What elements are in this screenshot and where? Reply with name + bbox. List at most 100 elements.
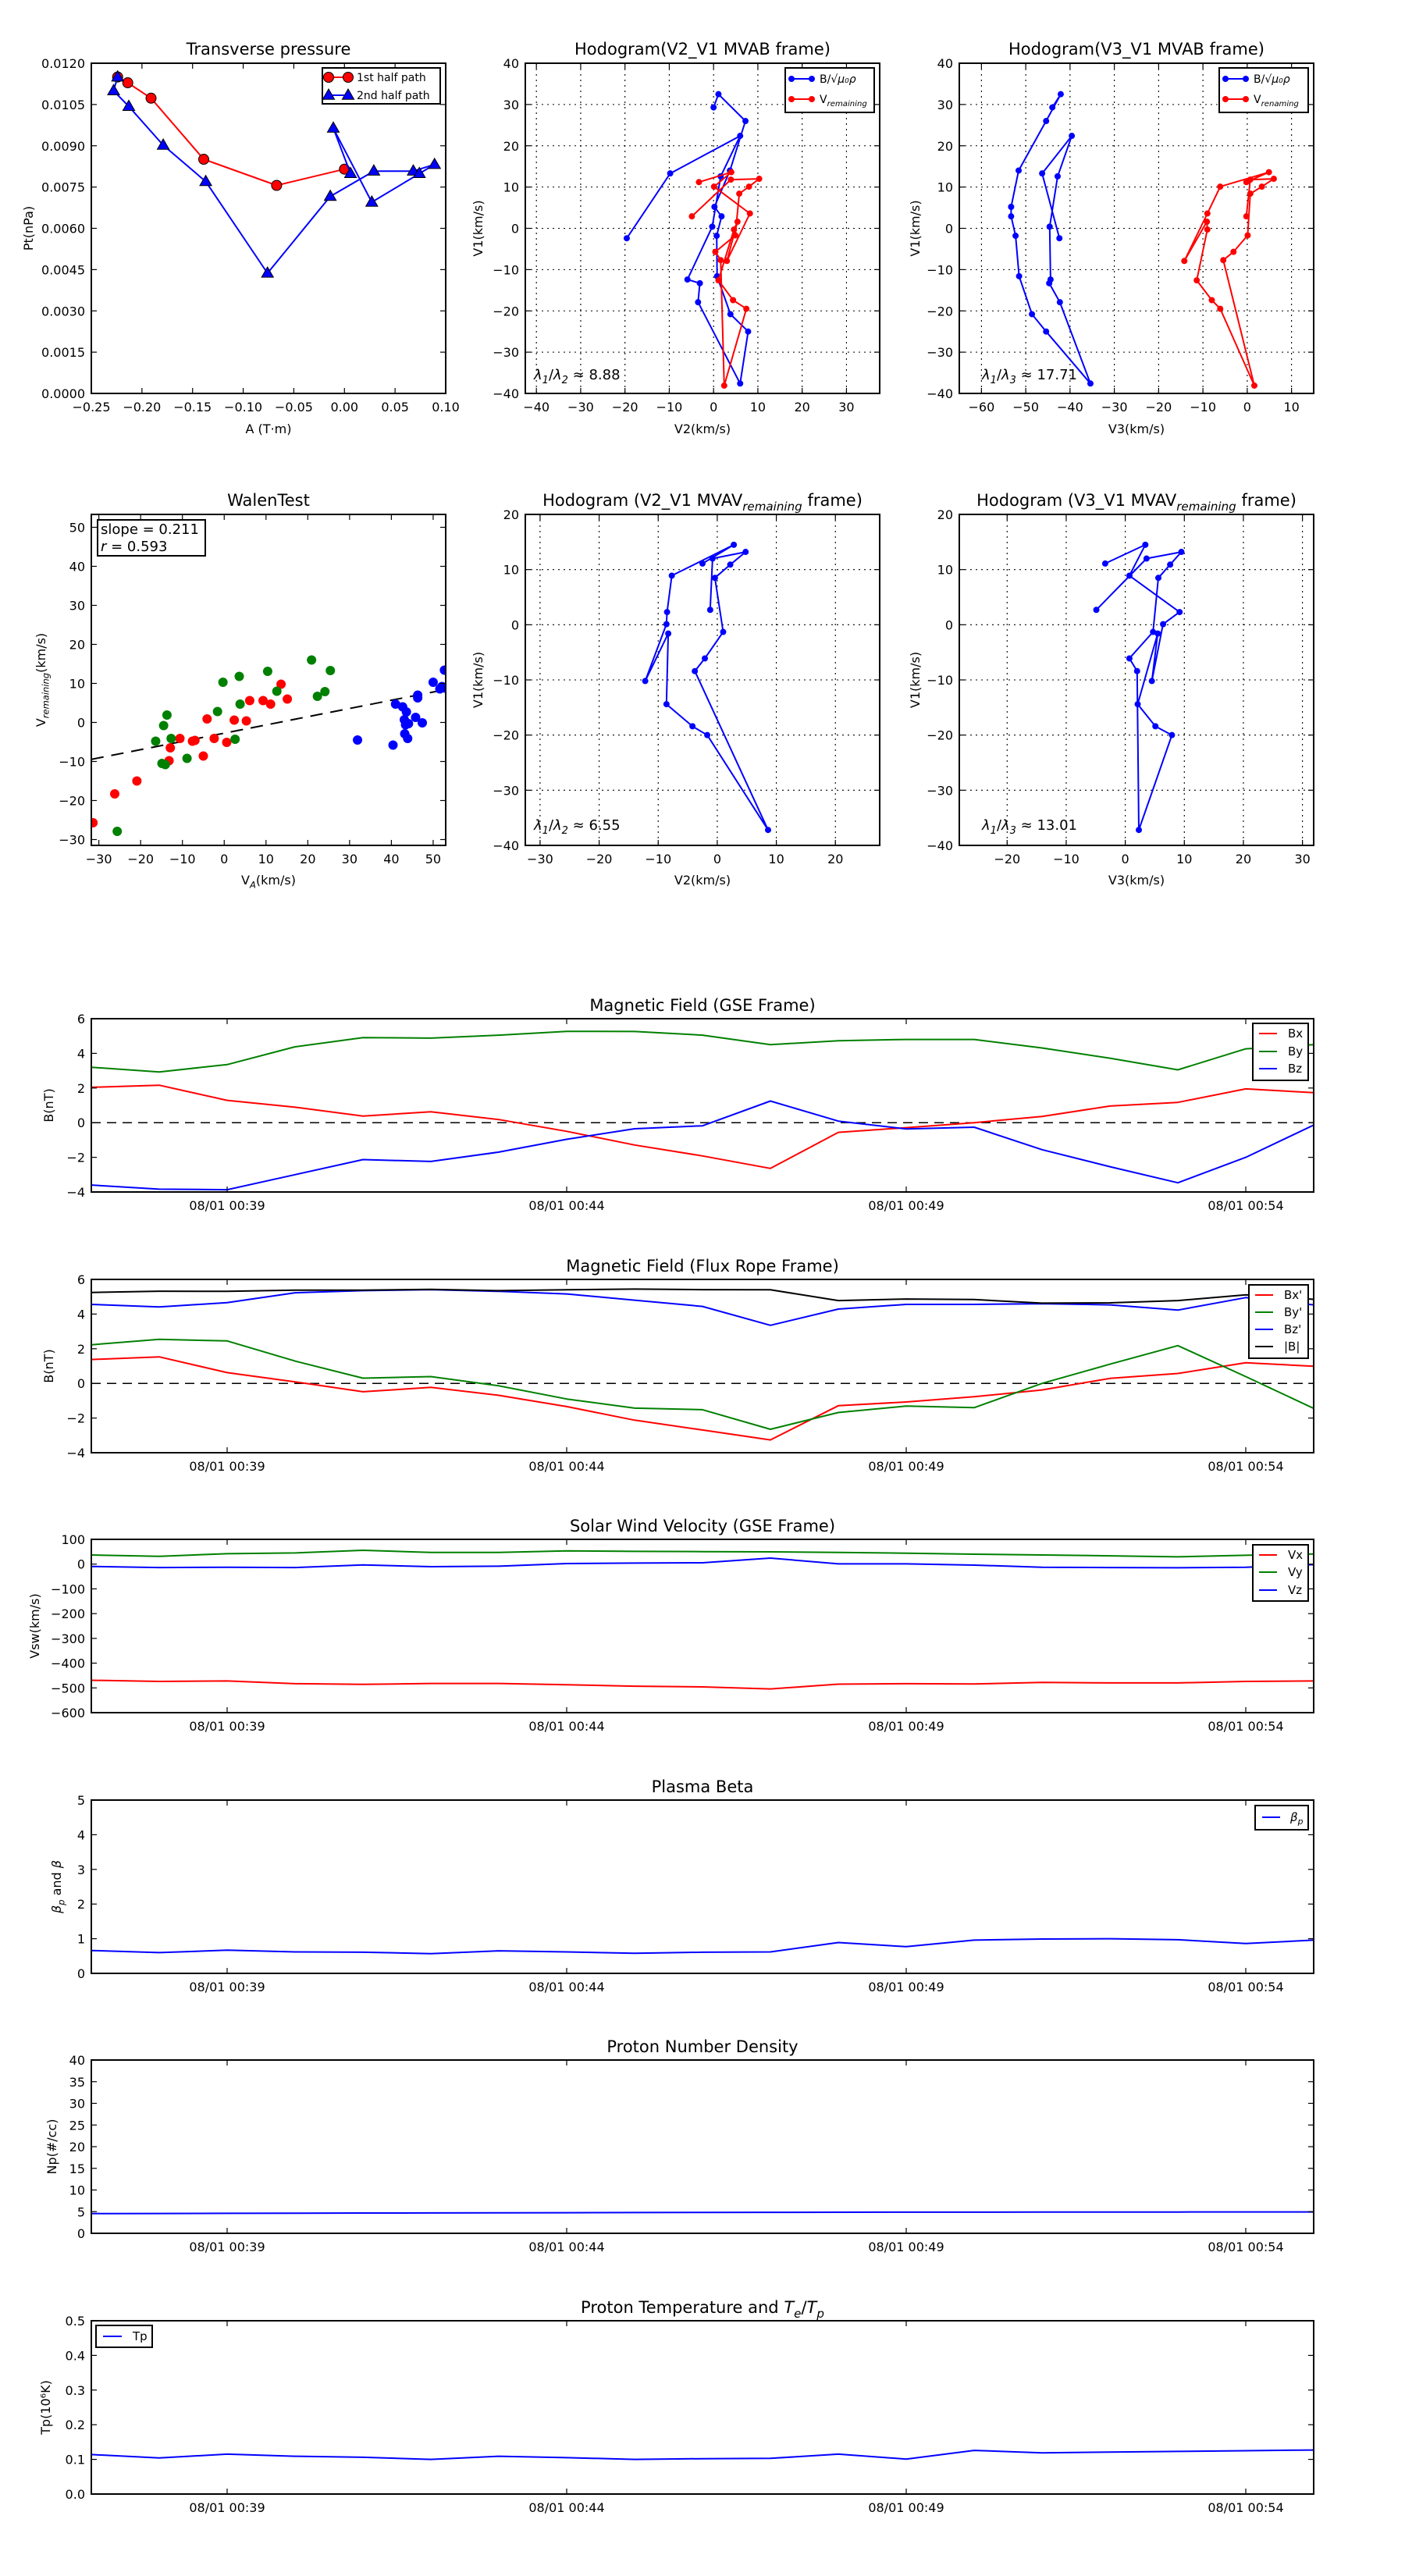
y-tick-label: 0 bbox=[945, 617, 953, 632]
series-line bbox=[91, 1679, 1314, 1690]
series-0 bbox=[91, 1356, 1314, 1441]
data-point bbox=[235, 699, 245, 709]
x-tick-label: 08/01 00:49 bbox=[868, 1980, 944, 1994]
x-tick-label: −0.20 bbox=[123, 400, 161, 415]
legend-label-segment: p bbox=[1297, 1816, 1304, 1827]
eigenvalue-ratio-annotation-segment: 2 bbox=[562, 825, 568, 837]
y-tick-label: −40 bbox=[493, 386, 519, 401]
data-point bbox=[198, 751, 208, 761]
plasma-beta-chart: 08/01 00:39 08/01 00:44 08/01 00:49 08/01 0… bbox=[49, 1777, 1314, 1994]
data-point bbox=[745, 328, 752, 335]
data-point bbox=[809, 96, 815, 102]
data-point bbox=[244, 696, 254, 706]
legend: Bx' By' Bz' |B| bbox=[1248, 1284, 1309, 1359]
legend-label: B/√μ₀ρ bbox=[1254, 73, 1290, 86]
x-tick-label: −20 bbox=[127, 852, 154, 866]
y-axis-label-segment: V bbox=[34, 718, 48, 727]
axes-frame bbox=[91, 1539, 1314, 1713]
ticks: 08/01 00:39 08/01 00:44 08/01 00:49 08/01 0… bbox=[66, 1272, 1314, 1474]
data-point bbox=[731, 541, 738, 548]
y-tick-label: −10 bbox=[493, 262, 519, 277]
plot-area bbox=[1008, 91, 1277, 389]
stats-box-line-segment: slope = 0.211 bbox=[101, 521, 199, 538]
y-tick-label: 0.0045 bbox=[41, 262, 85, 277]
data-point bbox=[1047, 276, 1054, 283]
data-point bbox=[1265, 169, 1272, 176]
x-tick-label: −40 bbox=[523, 400, 550, 415]
chart-title-segment: frame) bbox=[1236, 491, 1297, 510]
data-point bbox=[727, 311, 734, 318]
y-tick-label: 40 bbox=[69, 560, 85, 575]
data-point bbox=[706, 607, 713, 614]
data-point bbox=[663, 609, 670, 616]
x-tick-label: −0.10 bbox=[224, 400, 262, 415]
chart-title: Magnetic Field (GSE Frame) bbox=[589, 996, 815, 1015]
data-point bbox=[665, 630, 672, 637]
data-point bbox=[323, 72, 334, 83]
y-tick-label: 20 bbox=[69, 2140, 85, 2154]
data-point bbox=[326, 121, 340, 133]
hodogram-v3-v1-mvav-chart: −20 −10 0 10 20 30 −40 −30 −20 −10 0 10 20 Hodogram (… bbox=[908, 491, 1314, 888]
x-tick-label: 20 bbox=[300, 852, 315, 866]
x-tick-label: 08/01 00:54 bbox=[1208, 1198, 1283, 1213]
y-tick-label: −30 bbox=[493, 783, 519, 798]
y-tick-label: 2 bbox=[77, 1342, 85, 1357]
x-tick-label: 08/01 00:54 bbox=[1208, 1719, 1283, 1734]
y-tick-label: 5 bbox=[77, 2204, 85, 2219]
x-tick-label: −10 bbox=[1190, 400, 1216, 415]
y-tick-label: 0.3 bbox=[66, 2383, 85, 2398]
x-tick-label: −10 bbox=[169, 852, 196, 866]
x-tick-label: 08/01 00:39 bbox=[189, 1980, 265, 1994]
data-point bbox=[1247, 190, 1254, 197]
x-tick-label: 08/01 00:39 bbox=[189, 1719, 265, 1734]
stats-box-line-segment: = 0.593 bbox=[106, 539, 167, 555]
y-tick-label: 0.5 bbox=[66, 2314, 85, 2329]
eigenvalue-ratio-annotation-segment: λ bbox=[1001, 367, 1010, 383]
x-tick-label: −10 bbox=[1053, 852, 1080, 866]
x-tick-label: 30 bbox=[838, 400, 854, 415]
data-point bbox=[1160, 621, 1167, 628]
y-tick-label: 20 bbox=[69, 638, 85, 653]
data-point bbox=[663, 621, 670, 628]
ticks: 08/01 00:39 08/01 00:44 08/01 00:49 08/01 0… bbox=[77, 1793, 1314, 1994]
hodogram-v2-v1-mvav-chart: −30 −20 −10 0 10 20 −40 −30 −20 −10 0 10 20 Hodogram … bbox=[471, 491, 880, 888]
y-tick-label: 0.0105 bbox=[41, 98, 85, 112]
x-axis-label: VA(km/s) bbox=[241, 873, 296, 891]
chart-title-segment: T bbox=[784, 2298, 795, 2317]
y-tick-label: −10 bbox=[59, 755, 85, 770]
series-line bbox=[91, 1084, 1314, 1169]
data-point bbox=[283, 694, 293, 704]
legend-entry: Bz bbox=[1259, 1062, 1302, 1076]
transverse-pressure-chart: −0.25 −0.20 −0.15 −0.10 −0.05 0.00 0.05 0.10 0.0… bbox=[21, 40, 460, 436]
y-tick-label: −300 bbox=[51, 1631, 85, 1646]
data-point bbox=[1049, 104, 1056, 111]
x-tick-label: 0.00 bbox=[330, 400, 358, 415]
data-point bbox=[668, 572, 675, 579]
x-tick-label: −30 bbox=[567, 400, 594, 415]
data-point bbox=[323, 189, 337, 201]
data-point bbox=[401, 707, 411, 717]
y-axis-label: V1(km/s) bbox=[471, 652, 486, 708]
data-point bbox=[737, 380, 744, 387]
y-tick-label: 2 bbox=[77, 1081, 85, 1096]
y-axis-label: βp and β bbox=[49, 1860, 67, 1914]
legend-label: Bz' bbox=[1284, 1322, 1301, 1336]
legend-entry: Vremaining bbox=[788, 94, 867, 109]
data-point bbox=[727, 176, 735, 183]
data-point bbox=[788, 96, 795, 102]
data-point bbox=[343, 72, 354, 83]
x-tick-label: 0.05 bbox=[381, 400, 409, 415]
y-tick-label: −2 bbox=[66, 1151, 85, 1165]
magnetic-field-gse-chart: 08/01 00:39 08/01 00:44 08/01 00:49 08/01 0… bbox=[41, 996, 1314, 1213]
data-point bbox=[667, 170, 674, 177]
data-point bbox=[711, 204, 718, 211]
data-point bbox=[439, 665, 446, 675]
eigenvalue-ratio-annotation-segment: / bbox=[997, 817, 1002, 834]
data-point bbox=[1244, 232, 1251, 239]
data-point bbox=[1016, 272, 1023, 279]
y-tick-label: 0.0015 bbox=[41, 345, 85, 360]
y-tick-label: −30 bbox=[493, 345, 519, 360]
ticks: 08/01 00:39 08/01 00:44 08/01 00:49 08/01 0… bbox=[66, 1012, 1314, 1213]
x-tick-label: −60 bbox=[968, 400, 994, 415]
